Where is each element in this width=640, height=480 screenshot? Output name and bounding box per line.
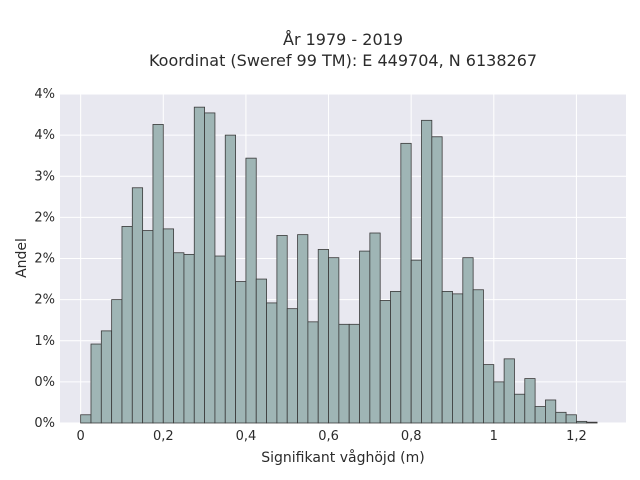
x-tick-label: 0 bbox=[77, 429, 85, 444]
histogram-bar bbox=[545, 399, 557, 424]
histogram-bar bbox=[297, 234, 309, 424]
histogram-bar bbox=[245, 157, 257, 424]
histogram-bar bbox=[462, 257, 474, 424]
histogram-bar bbox=[421, 119, 433, 424]
y-tick-label: 4% bbox=[34, 128, 55, 143]
x-tick-label: 1 bbox=[490, 429, 498, 444]
histogram-bar bbox=[503, 358, 515, 424]
histogram-bar bbox=[586, 421, 598, 424]
histogram-bar bbox=[576, 420, 588, 424]
histogram-bar bbox=[80, 414, 92, 424]
y-tick-label: 2% bbox=[34, 293, 55, 308]
histogram-bar bbox=[307, 321, 319, 424]
histogram-bar bbox=[255, 278, 267, 424]
y-tick-label: 0% bbox=[34, 416, 55, 431]
histogram-bar bbox=[193, 106, 205, 424]
histogram-bar bbox=[472, 289, 484, 424]
histogram-bar bbox=[514, 393, 526, 424]
histogram-bar bbox=[121, 226, 133, 424]
histogram-bar bbox=[162, 228, 175, 424]
histogram-bar bbox=[348, 323, 360, 424]
histogram-bar bbox=[379, 300, 391, 424]
bars-group bbox=[80, 106, 598, 424]
histogram-bar bbox=[317, 249, 329, 424]
histogram-bar bbox=[204, 112, 216, 424]
x-tick-labels: 0 0,2 0,4 0,6 0,8 1 1,2 bbox=[77, 429, 587, 444]
histogram-bar bbox=[276, 235, 288, 424]
chart-subtitle: Koordinat (Sweref 99 TM): E 449704, N 61… bbox=[149, 51, 537, 70]
histogram-bar bbox=[390, 290, 402, 424]
y-tick-labels: 0% 0% 1% 2% 2% 2% 3% 4% 4% bbox=[34, 87, 55, 431]
histogram-bar bbox=[565, 414, 577, 424]
y-tick-label: 2% bbox=[34, 252, 55, 267]
histogram-bar bbox=[266, 302, 278, 424]
histogram-bar bbox=[286, 308, 298, 424]
histogram-bar bbox=[235, 281, 247, 424]
histogram-bar bbox=[534, 406, 546, 424]
histogram-bar bbox=[555, 411, 567, 424]
histogram-bar bbox=[483, 364, 495, 424]
histogram-bar bbox=[142, 230, 154, 424]
histogram-bar bbox=[183, 253, 195, 424]
histogram-bar bbox=[90, 343, 102, 424]
y-axis-label: Andel bbox=[14, 238, 30, 278]
x-axis-label: Signifikant våghöjd (m) bbox=[261, 449, 424, 466]
y-tick-label: 4% bbox=[34, 87, 55, 102]
histogram-bar bbox=[224, 134, 236, 424]
x-tick-label: 0,2 bbox=[153, 429, 174, 444]
x-tick-label: 1,2 bbox=[566, 429, 587, 444]
x-tick-label: 0,8 bbox=[401, 429, 422, 444]
histogram-bar bbox=[524, 378, 536, 424]
histogram-bar bbox=[410, 259, 422, 424]
histogram-bar bbox=[214, 255, 226, 424]
y-tick-label: 1% bbox=[34, 334, 55, 349]
histogram-bar bbox=[131, 187, 144, 424]
histogram-bar bbox=[338, 323, 350, 424]
histogram-bar bbox=[441, 290, 453, 424]
y-tick-label: 3% bbox=[34, 169, 55, 184]
histogram-bar bbox=[173, 252, 185, 424]
y-tick-label: 2% bbox=[34, 210, 55, 225]
histogram-bar bbox=[431, 136, 443, 424]
x-tick-label: 0,6 bbox=[318, 429, 339, 444]
x-tick-label: 0,4 bbox=[236, 429, 257, 444]
histogram-bar bbox=[328, 257, 340, 424]
histogram-bar bbox=[369, 232, 381, 424]
histogram-bar bbox=[152, 124, 164, 424]
histogram-bar bbox=[452, 293, 464, 424]
histogram-bar bbox=[100, 330, 113, 424]
chart-title: År 1979 - 2019 bbox=[283, 30, 403, 49]
histogram-bar bbox=[359, 250, 371, 424]
histogram-bar bbox=[111, 299, 123, 424]
histogram-bar bbox=[400, 142, 412, 424]
histogram-bar bbox=[493, 381, 505, 424]
y-tick-label: 0% bbox=[34, 375, 55, 390]
